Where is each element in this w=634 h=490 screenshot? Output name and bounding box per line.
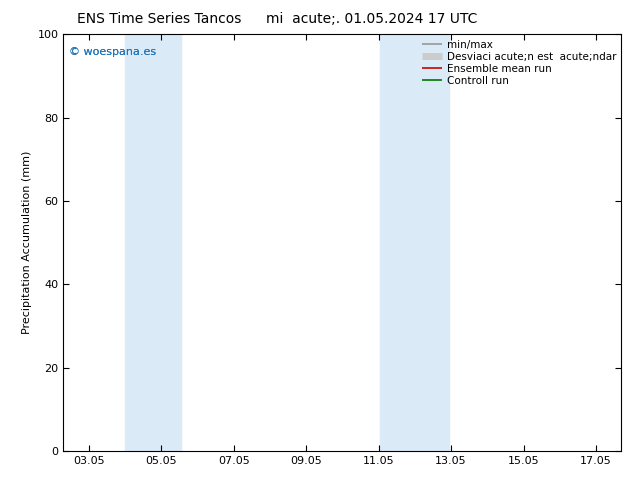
- Text: ENS Time Series Tancos: ENS Time Series Tancos: [77, 12, 241, 26]
- Text: © woespana.es: © woespana.es: [69, 47, 156, 57]
- Legend: min/max, Desviaci acute;n est  acute;ndar, Ensemble mean run, Controll run: min/max, Desviaci acute;n est acute;ndar…: [420, 37, 618, 88]
- Text: © woespana.es: © woespana.es: [69, 47, 156, 57]
- Text: mi  acute;. 01.05.2024 17 UTC: mi acute;. 01.05.2024 17 UTC: [266, 12, 477, 26]
- Bar: [380, 34, 450, 451]
- Y-axis label: Precipitation Accumulation (mm): Precipitation Accumulation (mm): [22, 151, 32, 334]
- Bar: [125, 34, 181, 451]
